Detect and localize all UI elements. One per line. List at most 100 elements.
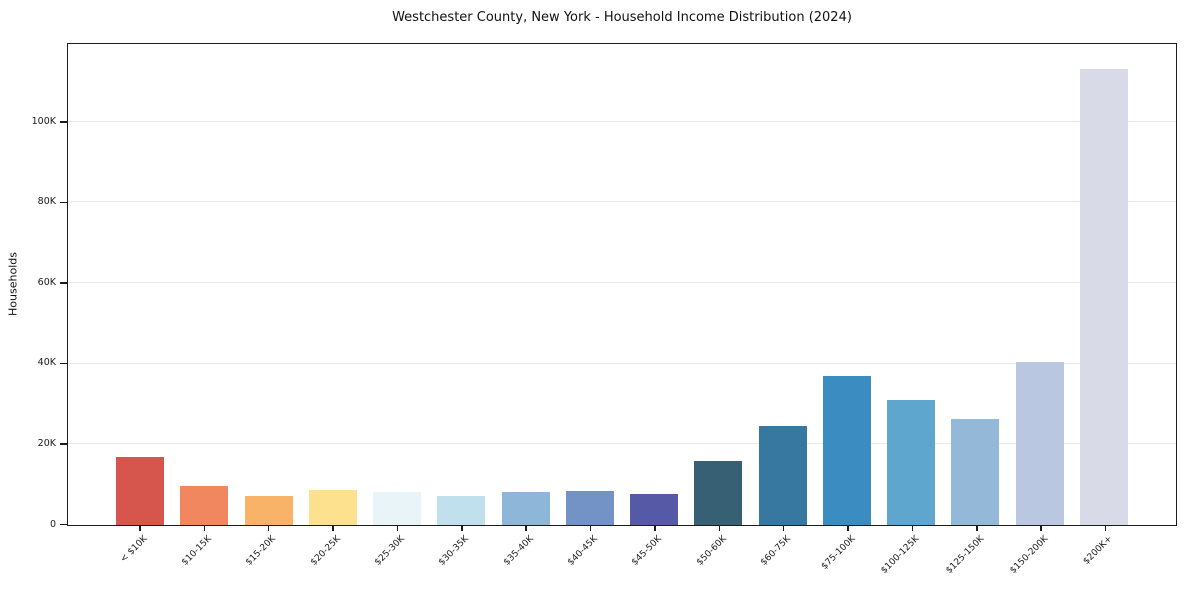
- x-tick-label: $150-200K: [1008, 534, 1051, 576]
- bar: [180, 485, 229, 525]
- y-tick-label: 80K: [37, 196, 56, 208]
- bar: [758, 426, 807, 525]
- x-tick-label: $40-45K: [566, 534, 600, 568]
- x-tick-mark: [976, 526, 978, 531]
- x-tick-cell: $40-45K: [558, 526, 622, 588]
- bar-slot: [943, 44, 1007, 525]
- bar-slot: [815, 44, 879, 525]
- bar-slot: [494, 44, 558, 525]
- bar: [244, 495, 293, 525]
- y-tick-label: 20K: [37, 437, 56, 449]
- x-tick-label: $35-40K: [501, 534, 536, 568]
- x-tick-mark: [589, 526, 592, 531]
- x-tick-cell: $15-20K: [236, 526, 300, 588]
- bar-slot: [686, 44, 750, 525]
- bar: [1015, 362, 1064, 525]
- x-tick-cell: $10-15K: [171, 526, 235, 588]
- x-tick-label: $200K+: [1082, 534, 1115, 567]
- y-tick-label: 100K: [31, 115, 56, 127]
- gridline: [68, 362, 1176, 364]
- bar-slot: [365, 44, 429, 525]
- y-tick-label: 40K: [37, 357, 56, 369]
- x-tick-mark: [139, 526, 141, 531]
- x-tick-cell: $100-125K: [880, 526, 944, 588]
- bar-slot: [751, 44, 815, 525]
- bar-slot: [237, 44, 301, 525]
- x-tick-mark: [718, 526, 721, 531]
- x-tick-mark: [1104, 526, 1107, 531]
- plot-area: [67, 43, 1177, 526]
- x-tick-mark: [267, 526, 270, 531]
- x-tick-label: $25-30K: [372, 534, 407, 568]
- x-tick-label: $100-125K: [879, 534, 922, 576]
- x-tick-label: $50-60K: [694, 534, 729, 568]
- x-tick-mark: [525, 526, 527, 531]
- bar-slot: [1072, 44, 1136, 525]
- gridline: [68, 201, 1176, 203]
- bar: [887, 399, 936, 525]
- bar: [694, 460, 743, 525]
- x-tick-cell: $60-75K: [751, 526, 815, 588]
- chart-title: Westchester County, New York - Household…: [392, 10, 852, 25]
- x-tick-label: $60-75K: [759, 534, 794, 568]
- gridline: [68, 443, 1176, 445]
- x-tick-mark: [461, 526, 463, 531]
- y-tick-mark: [60, 121, 67, 123]
- y-tick-label: 0: [49, 518, 56, 530]
- x-axis: < $10K $10-15K $15-20K $20-25K $25-30K $30-35…: [67, 526, 1177, 588]
- y-tick-mark: [60, 201, 67, 204]
- gridline: [68, 282, 1176, 283]
- x-tick-mark: [911, 526, 914, 531]
- bar: [116, 457, 165, 525]
- y-tick-mark: [60, 443, 67, 445]
- x-tick-mark: [782, 526, 785, 531]
- x-tick-mark: [332, 526, 334, 531]
- x-tick-cell: $125-150K: [944, 526, 1008, 588]
- bar: [501, 492, 550, 525]
- y-tick-mark: [60, 362, 67, 365]
- y-tick-mark: [60, 282, 67, 284]
- x-tick-cell: $200K+: [1073, 526, 1137, 588]
- x-tick-cell: $50-60K: [686, 526, 750, 588]
- x-tick-cell: $35-40K: [493, 526, 557, 588]
- x-tick-label: $30-35K: [437, 534, 472, 568]
- y-tick-label: 60K: [37, 276, 56, 288]
- bar: [822, 376, 871, 525]
- bar-slot: [879, 44, 943, 525]
- bar-slot: [108, 44, 172, 525]
- bar-slot: [1008, 44, 1072, 525]
- bar-slot: [429, 44, 493, 525]
- bar-slot: [301, 44, 365, 525]
- x-tick-label: $15-20K: [244, 534, 279, 568]
- bar-slot: [622, 44, 686, 525]
- bar: [437, 495, 486, 525]
- bar-slot: [558, 44, 622, 525]
- gridline: [68, 120, 1176, 122]
- x-tick-mark: [847, 526, 849, 531]
- x-tick-cell: $150-200K: [1008, 526, 1072, 588]
- x-tick-mark: [203, 526, 206, 531]
- x-tick-label: $20-25K: [308, 534, 343, 568]
- bar: [373, 491, 422, 525]
- bar: [630, 493, 679, 525]
- x-tick-mark: [1040, 526, 1042, 531]
- x-tick-label: < $10K: [118, 534, 150, 565]
- gridlines-group: [68, 44, 1176, 525]
- x-tick-label: $75-100K: [819, 534, 858, 572]
- bar: [1079, 69, 1128, 525]
- x-tick-cell: $25-30K: [365, 526, 429, 588]
- x-tick-mark: [396, 526, 399, 531]
- x-tick-cell: $45-50K: [622, 526, 686, 588]
- x-tick-label: $10-15K: [179, 534, 214, 568]
- x-tick-cell: $75-100K: [815, 526, 879, 588]
- bars-group: [68, 44, 1176, 525]
- x-tick-label: $125-150K: [944, 534, 987, 576]
- bar: [565, 491, 614, 525]
- bar: [951, 419, 1000, 525]
- x-tick-label: $45-50K: [630, 534, 665, 568]
- x-tick-mark: [654, 526, 656, 531]
- x-tick-cell: $20-25K: [300, 526, 364, 588]
- bar-slot: [172, 44, 236, 525]
- y-tick-mark: [60, 523, 67, 526]
